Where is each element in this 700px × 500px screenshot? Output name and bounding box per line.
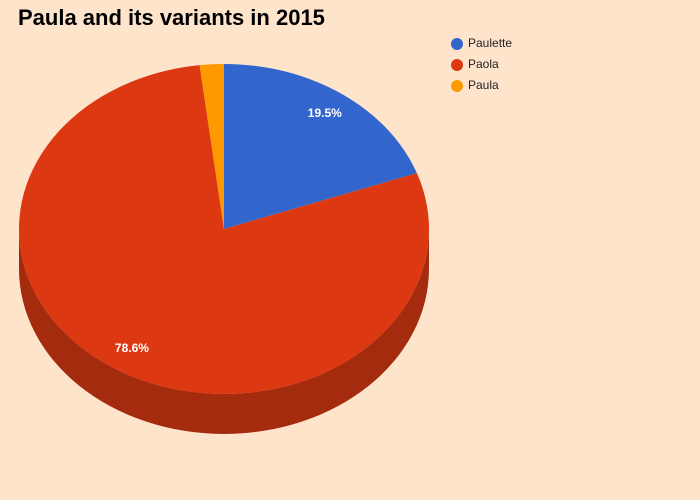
legend-marker [451,80,463,92]
value-label: 19.5% [308,106,342,120]
slice [224,64,417,229]
slice [199,64,224,229]
slice-side [19,229,429,434]
value-label: 78.6% [115,341,149,355]
legend-label: Paola [468,57,499,71]
legend-label: Paula [468,78,499,92]
legend-marker [451,59,463,71]
chart-title: Paula and its variants in 2015 [18,5,325,30]
slice [18,65,430,394]
legend-marker [451,38,463,50]
legend-label: Paulette [468,36,512,50]
